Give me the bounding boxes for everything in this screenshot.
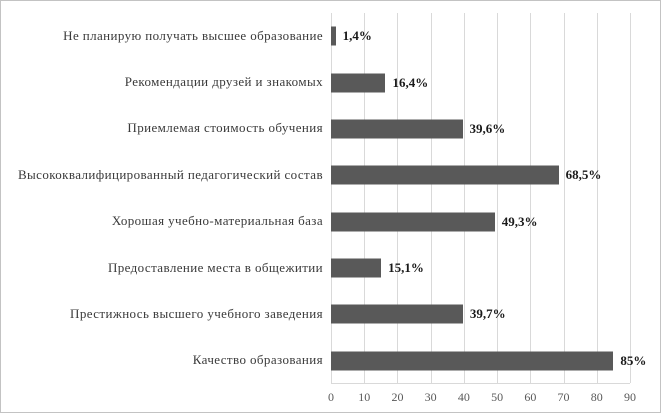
- category-label: Рекомендации друзей и знакомых: [11, 74, 331, 91]
- value-label: 85%: [620, 352, 647, 368]
- bar: [331, 212, 495, 232]
- value-label: 15,1%: [388, 260, 424, 276]
- chart-row: Хорошая учебно-материальная база 49,3%: [11, 199, 630, 245]
- category-label: Не планирую получать высшее образование: [11, 28, 331, 45]
- category-label: Приемлемая стоимость обучения: [11, 120, 331, 137]
- bar: [331, 258, 382, 278]
- x-tick-label: 90: [624, 390, 636, 404]
- bar: [331, 119, 463, 139]
- chart-row: Предоставление места в общежитии 15,1%: [11, 245, 630, 291]
- value-label: 49,3%: [501, 213, 538, 229]
- category-label-text: Хорошая учебно-материальная база: [111, 213, 323, 229]
- gridline: [563, 13, 565, 383]
- gridline: [364, 13, 366, 383]
- category-label: Качество образования: [11, 352, 331, 369]
- gridline: [497, 13, 499, 383]
- chart-row: Приемлемая стоимость обучения 39,6%: [11, 106, 630, 152]
- value-label: 68,5%: [565, 167, 602, 183]
- category-label: Престижнось высшего учебного заведения: [11, 306, 331, 323]
- category-label-text: Приемлемая стоимость обучения: [127, 120, 323, 136]
- bar: [331, 304, 463, 324]
- gridline: [397, 13, 399, 383]
- category-label-text: Предоставление места в общежитии: [107, 259, 323, 275]
- bar: [331, 165, 559, 185]
- value-label: 16,4%: [392, 74, 429, 90]
- bar: [331, 351, 614, 371]
- x-tick-label: 30: [424, 390, 437, 404]
- category-label: Предоставление места в общежитии: [11, 260, 331, 277]
- x-axis: 0 10 20 30 40 50 60 70 80 90: [328, 390, 636, 406]
- bar-track: 1,4%: [331, 13, 630, 59]
- bar-track: 39,6%: [331, 106, 630, 152]
- category-label-text: Рекомендации друзей и знакомых: [124, 74, 323, 90]
- x-tick-label: 0: [328, 390, 334, 404]
- bar-track: 85%: [331, 338, 646, 384]
- gridline: [463, 13, 465, 383]
- category-label-text: Высококвалифицированный педагогический с…: [17, 166, 323, 182]
- x-tick-label: 10: [358, 390, 371, 404]
- bar-track: 15,1%: [331, 245, 630, 291]
- bar-track: 68,5%: [331, 152, 630, 198]
- gridline: [596, 13, 598, 383]
- bar: [331, 26, 336, 46]
- gridline: [430, 13, 432, 383]
- x-tick-label: 60: [524, 390, 537, 404]
- value-label: 39,6%: [469, 120, 506, 136]
- bar-track: 16,4%: [331, 59, 630, 105]
- bar-track: 49,3%: [331, 199, 630, 245]
- x-tick-label: 70: [557, 390, 570, 404]
- chart-row: Высококвалифицированный педагогический с…: [11, 152, 630, 198]
- x-tick-label: 80: [590, 390, 603, 404]
- x-tick-label: 40: [457, 390, 470, 404]
- category-label: Высококвалифицированный педагогический с…: [11, 167, 331, 184]
- chart-row: Качество образования 85%: [11, 338, 646, 384]
- grid-layer: [331, 13, 631, 384]
- bar-track: 39,7%: [331, 291, 630, 337]
- gridline: [530, 13, 532, 383]
- category-label: Хорошая учебно-материальная база: [11, 213, 331, 230]
- bar: [331, 73, 386, 93]
- category-label-text: Качество образования: [192, 352, 323, 368]
- gridline: [331, 13, 332, 383]
- x-tick-label: 50: [491, 390, 504, 404]
- chart-row: Рекомендации друзей и знакомых 16,4%: [11, 59, 630, 105]
- chart-row: Не планирую получать высшее образование 1…: [11, 13, 630, 59]
- x-tick-label: 20: [391, 390, 404, 404]
- value-label: 1,4%: [342, 28, 372, 44]
- chart-row: Престижнось высшего учебного заведения 39…: [11, 291, 630, 337]
- gridline: [630, 13, 631, 383]
- category-label-text: Престижнось высшего учебного заведения: [70, 305, 323, 321]
- chart-rows: Не планирую получать высшее образование 1…: [11, 13, 646, 384]
- category-label-text: Не планирую получать высшее образование: [63, 27, 323, 43]
- value-label: 39,7%: [469, 306, 506, 322]
